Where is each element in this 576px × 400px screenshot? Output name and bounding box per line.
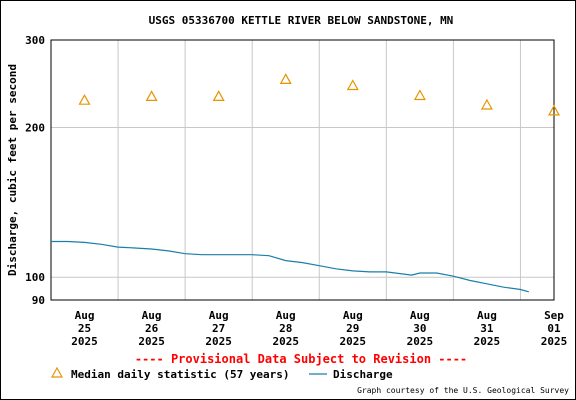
x-tick-year: 2025 xyxy=(205,335,232,348)
x-tick-day: 01 xyxy=(547,322,561,335)
median-point xyxy=(413,89,426,101)
provisional-note: ---- Provisional Data Subject to Revisio… xyxy=(135,352,467,366)
x-tick-month: Aug xyxy=(477,309,497,322)
credit-note: Graph courtesy of the U.S. Geological Su… xyxy=(357,386,569,395)
x-tick-year: 2025 xyxy=(71,335,98,348)
y-tick-label: 90 xyxy=(32,294,45,307)
median-point xyxy=(346,79,359,91)
x-tick-day: 29 xyxy=(346,322,359,335)
x-tick-month: Aug xyxy=(142,309,162,322)
x-tick-year: 2025 xyxy=(272,335,299,348)
median-point xyxy=(145,90,158,102)
x-tick-month: Aug xyxy=(276,309,296,322)
legend-median-label: Median daily statistic (57 years) xyxy=(71,368,290,381)
legend-median-marker xyxy=(50,366,64,378)
x-tick-month: Aug xyxy=(209,309,229,322)
x-tick-year: 2025 xyxy=(407,335,434,348)
median-point xyxy=(212,90,225,102)
median-point xyxy=(279,73,292,85)
x-tick-day: 26 xyxy=(145,322,159,335)
x-tick-day: 28 xyxy=(279,322,292,335)
x-tick-year: 2025 xyxy=(541,335,568,348)
x-tick-day: 30 xyxy=(413,322,426,335)
x-tick-year: 2025 xyxy=(138,335,165,348)
median-point xyxy=(78,93,91,105)
x-tick-day: 27 xyxy=(212,322,225,335)
x-tick-month: Aug xyxy=(343,309,363,322)
median-point xyxy=(547,104,561,116)
chart-title: USGS 05336700 KETTLE RIVER BELOW SANDSTO… xyxy=(149,14,454,27)
x-tick-month: Aug xyxy=(75,309,95,322)
y-axis-label: Discharge, cubic feet per second xyxy=(6,64,19,276)
x-tick-day: 31 xyxy=(480,322,494,335)
plot-area xyxy=(50,39,555,301)
x-tick-month: Aug xyxy=(410,309,430,322)
x-tick-month: Sep xyxy=(544,309,564,322)
median-point xyxy=(480,98,493,110)
y-tick-label: 300 xyxy=(25,34,45,47)
y-tick-label: 100 xyxy=(25,271,45,284)
x-tick-day: 25 xyxy=(78,322,91,335)
discharge-line xyxy=(51,240,529,293)
x-tick-year: 2025 xyxy=(474,335,501,348)
legend-discharge-label: Discharge xyxy=(333,368,393,381)
y-tick-label: 200 xyxy=(25,122,45,135)
x-tick-year: 2025 xyxy=(340,335,367,348)
